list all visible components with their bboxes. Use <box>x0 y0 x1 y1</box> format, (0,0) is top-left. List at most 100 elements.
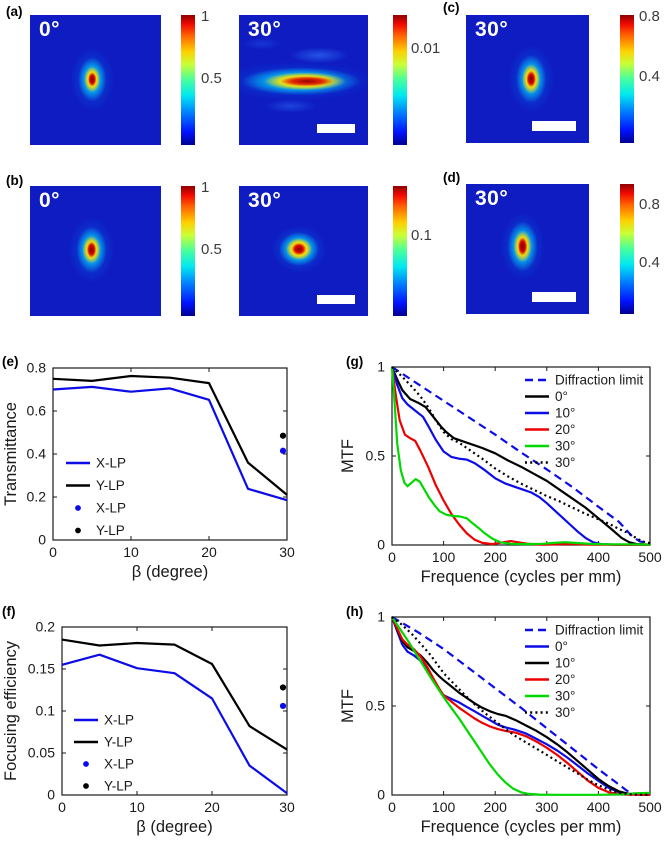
x-tick-label: 500 <box>638 549 662 565</box>
panel-label-c: (c) <box>443 0 460 15</box>
series-line-x-lp <box>52 385 288 502</box>
series-line-y-lp <box>52 374 288 496</box>
colorbar <box>393 15 407 145</box>
legend-label: Diffraction limit <box>555 373 644 388</box>
x-tick-label: 500 <box>638 799 662 815</box>
y-axis-label: MTF <box>339 689 357 723</box>
series-line-30- <box>391 616 651 796</box>
x-tick-label: 0 <box>49 544 57 560</box>
scale-bar <box>532 121 576 131</box>
legend-marker-dot <box>75 527 81 534</box>
x-axis-label: β (degree) <box>136 818 212 836</box>
chart-mtf-xlp: 0 100 200 300 400 500 0 0.5 1 Frequence (cycles p… <box>339 359 662 587</box>
y-tick-label: 0.8 <box>27 360 47 376</box>
legend-marker-dot <box>75 505 81 511</box>
y-tick-label: 0.15 <box>28 661 55 677</box>
colorbar <box>181 15 195 145</box>
colorbar-tick: 0.4 <box>639 254 660 271</box>
legend-label: 30° <box>555 439 575 454</box>
legend-label: 0° <box>555 639 568 654</box>
colorbar <box>393 186 407 316</box>
y-tick-label: 0.5 <box>366 448 386 464</box>
legend-label: X-LP <box>96 456 126 471</box>
series-line-diffraction-limit <box>391 616 651 796</box>
series-line-30- <box>391 616 650 796</box>
legend-label: X-LP <box>96 501 126 516</box>
psf-image-b-30deg: 30° <box>239 186 368 316</box>
series-line-10- <box>390 366 650 546</box>
legend-label: 0° <box>555 389 568 404</box>
panel-label-g: (g) <box>346 354 364 369</box>
legend-label: Y-LP <box>96 478 125 493</box>
x-tick-label: 10 <box>129 799 145 815</box>
data-point-y-lp <box>279 432 287 439</box>
y-tick-label: 0.1 <box>36 703 56 719</box>
x-tick-label: 20 <box>201 544 217 560</box>
series-line-x-lp <box>61 653 288 795</box>
x-tick-label: 30 <box>279 799 295 815</box>
plot-box <box>391 616 651 796</box>
psf-image-a-0deg: 0° <box>30 15 161 145</box>
series-line-20- <box>390 366 650 546</box>
y-tick-label: 1 <box>377 359 385 375</box>
y-tick-label: 0 <box>377 787 385 803</box>
x-tick-label: 200 <box>484 799 508 815</box>
colorbar <box>620 184 634 314</box>
x-tick-label: 100 <box>432 549 456 565</box>
legend-label: 30° <box>555 455 575 470</box>
panel-label-d: (d) <box>443 170 461 185</box>
x-tick-label: 300 <box>535 549 559 565</box>
series-line-diffraction-limit <box>391 366 651 545</box>
colorbar-tick: 0.8 <box>639 196 660 213</box>
legend-label: 10° <box>555 406 575 421</box>
psf-image-b-0deg: 0° <box>30 186 161 316</box>
x-tick-label: 20 <box>204 799 220 815</box>
data-point-x-lp <box>279 702 287 710</box>
panel-label-b: (b) <box>6 173 24 188</box>
y-axis-label: Focusing efficiency <box>2 640 20 781</box>
panel-label-f: (f) <box>2 604 16 619</box>
legend-label: X-LP <box>104 713 134 728</box>
colorbar-tick: 0.8 <box>639 8 660 25</box>
y-tick-label: 0.2 <box>27 489 47 505</box>
y-tick-label: 0.4 <box>27 446 47 462</box>
y-tick-label: 0.6 <box>27 403 47 419</box>
legend-label: Y-LP <box>104 735 133 750</box>
data-point-y-lp <box>279 684 287 691</box>
legend-label: 30° <box>555 689 575 704</box>
colorbar-tick: 0.1 <box>411 227 432 244</box>
psf-spot <box>239 186 368 316</box>
plot-box <box>61 626 288 796</box>
scale-bar <box>317 124 355 133</box>
legend-label: 20° <box>555 672 575 687</box>
psf-spot <box>30 186 161 316</box>
y-tick-label: 0.2 <box>36 619 56 635</box>
psf-spot <box>30 15 161 145</box>
y-tick-label: 0.5 <box>366 698 386 714</box>
angle-label: 0° <box>39 18 61 41</box>
series-line-30- <box>390 366 651 546</box>
scale-bar <box>317 295 355 304</box>
x-tick-label: 0 <box>58 799 66 815</box>
colorbar <box>181 186 195 316</box>
colorbar-tick: 1 <box>201 179 210 196</box>
angle-label: 30° <box>475 187 509 210</box>
series-line-20- <box>390 616 650 796</box>
legend-label: 10° <box>555 656 575 671</box>
angle-label: 30° <box>475 18 509 41</box>
y-axis-label: Transmittance <box>2 402 20 506</box>
y-axis-label: MTF <box>339 439 357 473</box>
x-axis-label: Frequence (cycles per mm) <box>421 818 622 836</box>
x-tick-label: 300 <box>535 799 559 815</box>
chart-transmittance: 0 10 20 30 0 0.2 0.4 0.6 0.8 β (degree) Transmitta… <box>2 360 295 582</box>
x-tick-label: 0 <box>388 799 396 815</box>
psf-image-c-30deg: 30° <box>466 15 589 143</box>
legend-label: Diffraction limit <box>555 623 644 638</box>
x-tick-label: 0 <box>388 549 396 565</box>
x-axis-label: β (degree) <box>132 563 208 581</box>
panel-label-a: (a) <box>6 4 23 19</box>
angle-label: 0° <box>39 189 61 212</box>
colorbar-tick: 0.5 <box>201 70 222 87</box>
colorbar-tick: 0.4 <box>639 68 660 85</box>
